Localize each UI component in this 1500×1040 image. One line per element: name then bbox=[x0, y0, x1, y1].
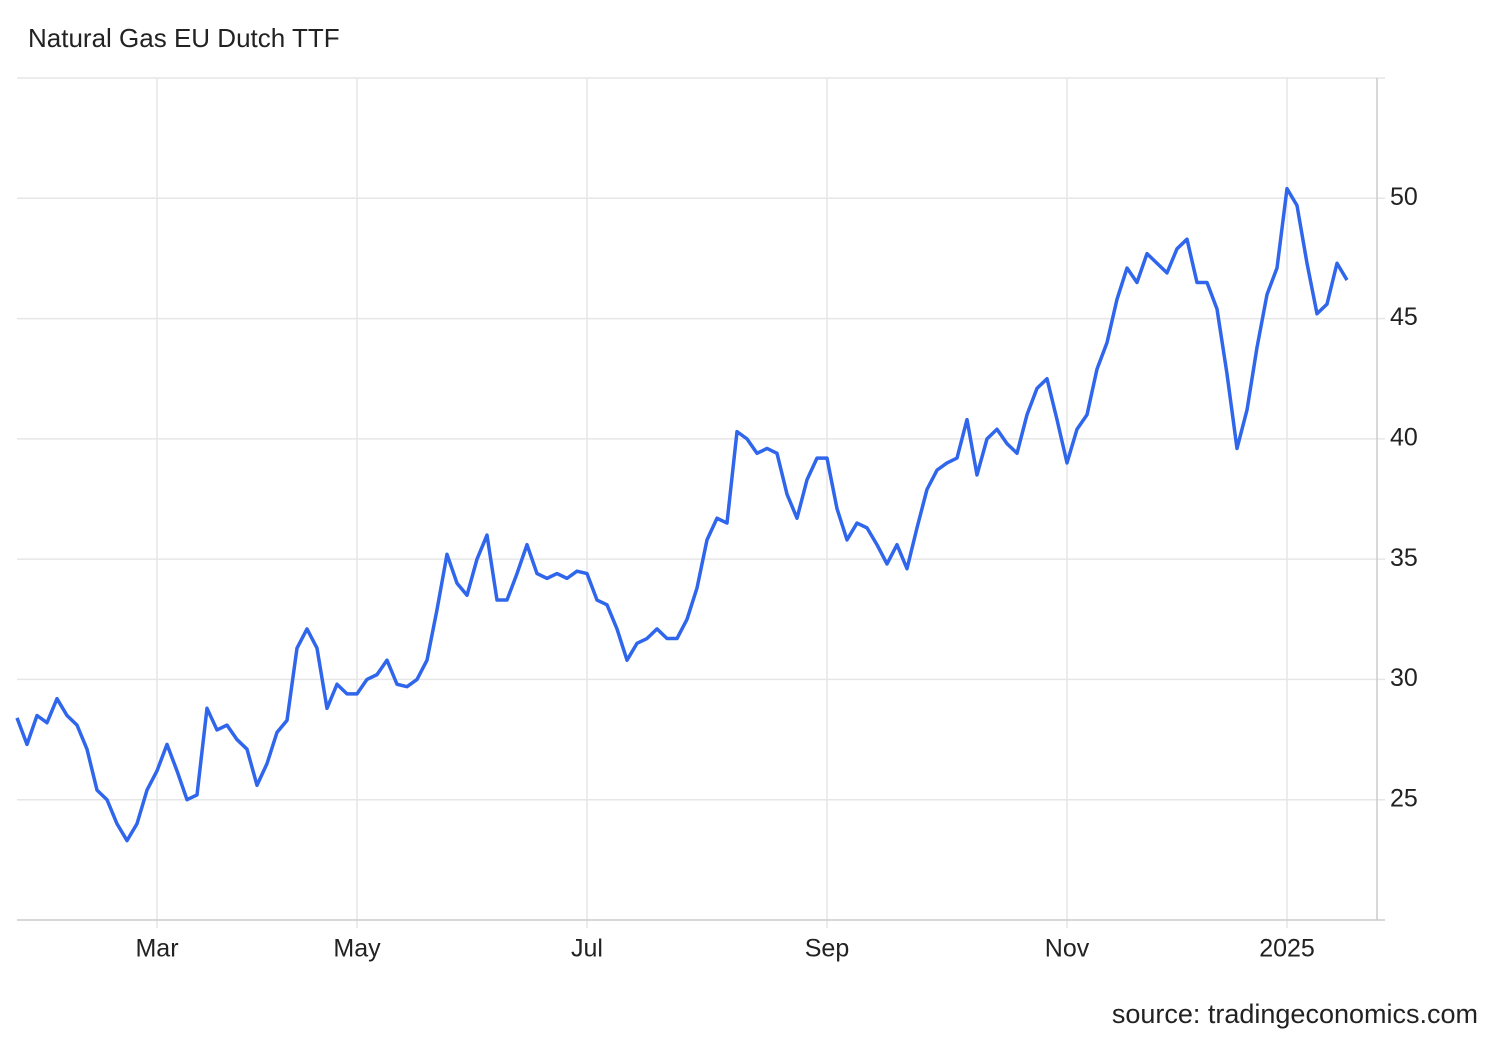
y-tick-label: 30 bbox=[1390, 664, 1418, 692]
x-tick-label: Sep bbox=[805, 935, 849, 963]
x-tick-label: 2025 bbox=[1259, 935, 1315, 963]
y-tick-label: 45 bbox=[1390, 303, 1418, 331]
x-tick-label: May bbox=[333, 935, 381, 963]
x-tick-label: Jul bbox=[571, 935, 603, 963]
line bbox=[15, 186, 1349, 843]
x-tick-label: Mar bbox=[135, 935, 178, 963]
y-tick-label: 40 bbox=[1390, 423, 1418, 451]
source: source: tradingeconomics.com bbox=[1112, 999, 1478, 1029]
x-tick-label: Nov bbox=[1045, 935, 1090, 963]
y-tick-label: 35 bbox=[1390, 544, 1418, 572]
chart-title: Natural Gas EU Dutch TTF bbox=[28, 23, 340, 53]
y-tick-label: 25 bbox=[1390, 784, 1418, 812]
y-tick-label: 50 bbox=[1390, 183, 1418, 211]
